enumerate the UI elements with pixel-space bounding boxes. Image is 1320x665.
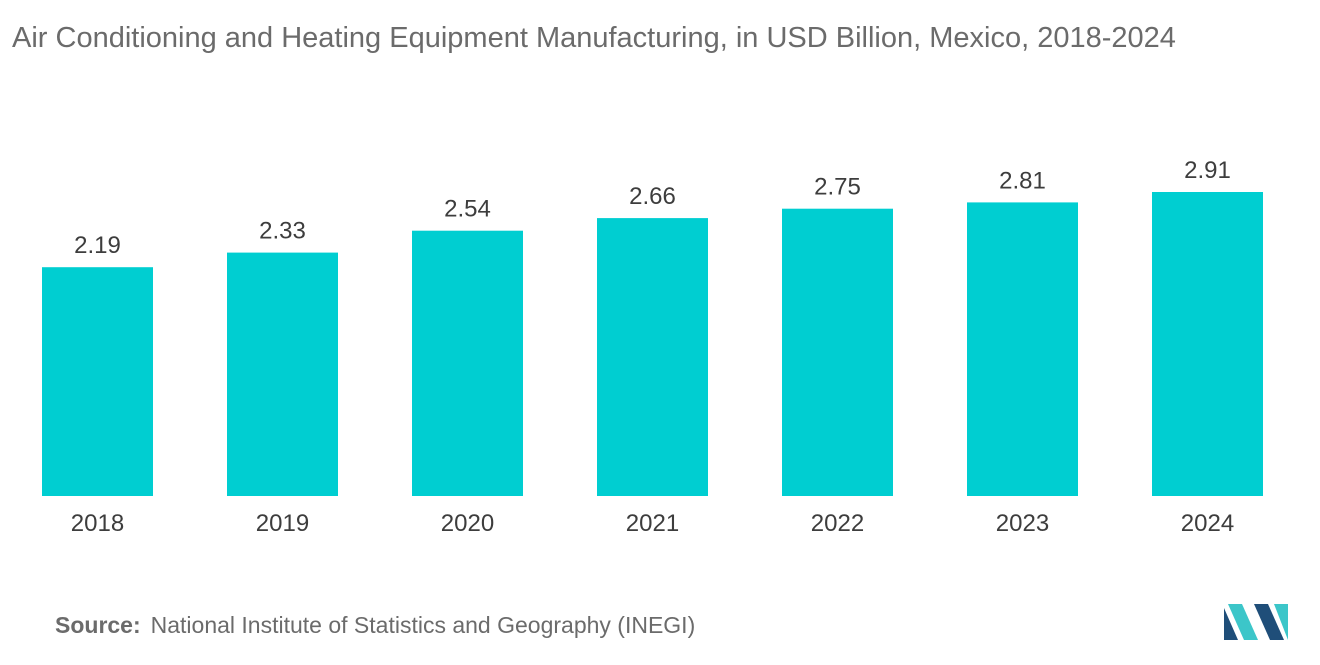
x-tick-labels-group: 2018 2019 2020 2021 2022 2023 2024 [71,510,1234,537]
chart-title: Air Conditioning and Heating Equipment M… [12,22,1176,54]
x-tick-label-2022: 2022 [811,510,864,537]
data-label-2020: 2.54 [444,196,491,223]
bar-2024 [1152,192,1263,496]
data-label-2022: 2.75 [814,174,861,201]
data-labels-group: 2.19 2.33 2.54 2.66 2.75 2.81 2.91 [74,157,1231,259]
data-label-2019: 2.33 [259,218,306,245]
bar-2019 [227,252,338,496]
source-note: Source: National Institute of Statistics … [55,612,695,639]
bar-2022 [782,208,893,496]
data-label-2023: 2.81 [999,167,1046,194]
data-label-2018: 2.19 [74,232,121,259]
source-label: Source: [55,612,141,638]
bar-2023 [967,202,1078,496]
bar-2021 [597,218,708,496]
source-text: National Institute of Statistics and Geo… [150,612,696,638]
x-tick-label-2018: 2018 [71,510,124,537]
x-tick-label-2023: 2023 [996,510,1049,537]
data-label-2021: 2.66 [629,183,676,210]
data-label-2024: 2.91 [1184,157,1231,184]
x-tick-label-2024: 2024 [1181,510,1234,537]
x-tick-label-2021: 2021 [626,510,679,537]
bar-chart: 2.19 2.33 2.54 2.66 2.75 2.81 2.91 2018 2019 202… [42,157,1263,537]
x-tick-label-2019: 2019 [256,510,309,537]
mordor-intelligence-logo-icon [1224,604,1288,640]
bar-2018 [42,267,153,496]
bar-2020 [412,230,523,496]
x-tick-label-2020: 2020 [441,510,494,537]
bars-group [42,192,1263,496]
